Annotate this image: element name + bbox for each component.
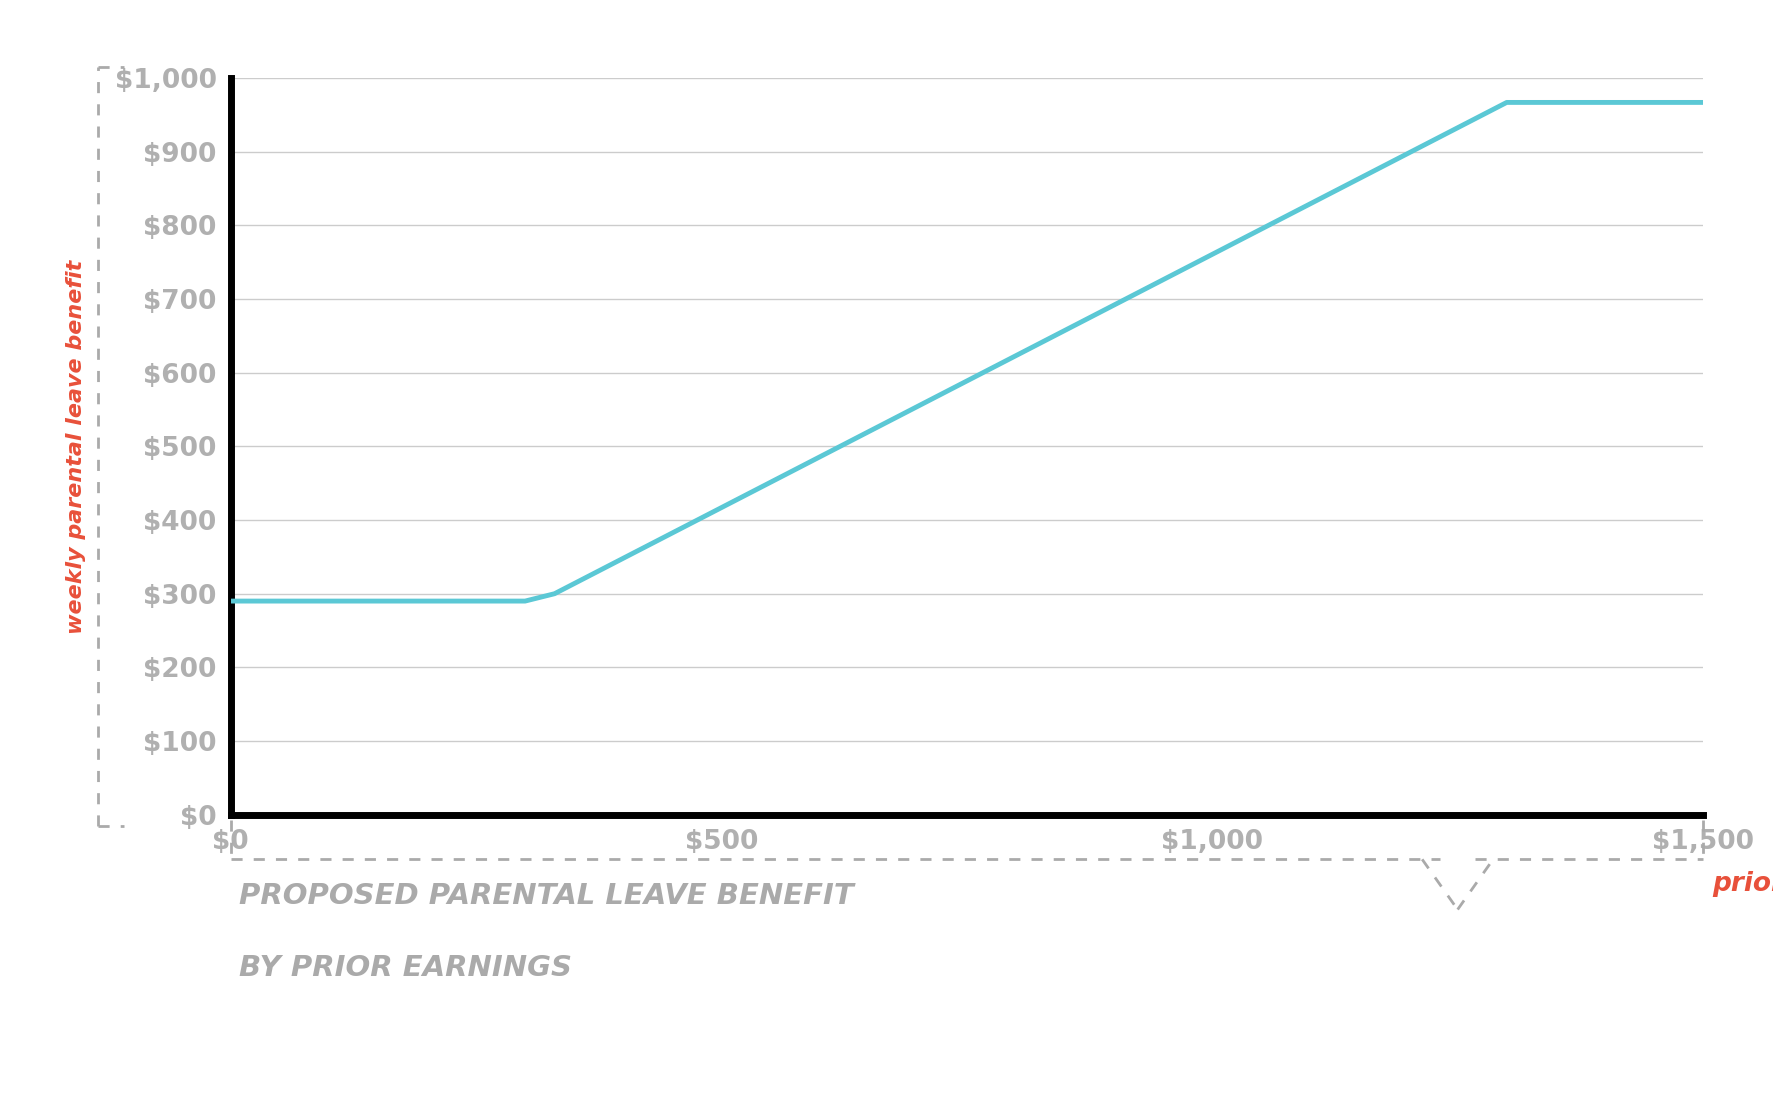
Text: PROPOSED PARENTAL LEAVE BENEFIT: PROPOSED PARENTAL LEAVE BENEFIT [239,882,855,910]
Text: weekly parental leave benefit: weekly parental leave benefit [66,259,87,634]
Text: BY PRIOR EARNINGS: BY PRIOR EARNINGS [239,954,573,982]
Text: prior weekly earnings: prior weekly earnings [1711,872,1773,897]
